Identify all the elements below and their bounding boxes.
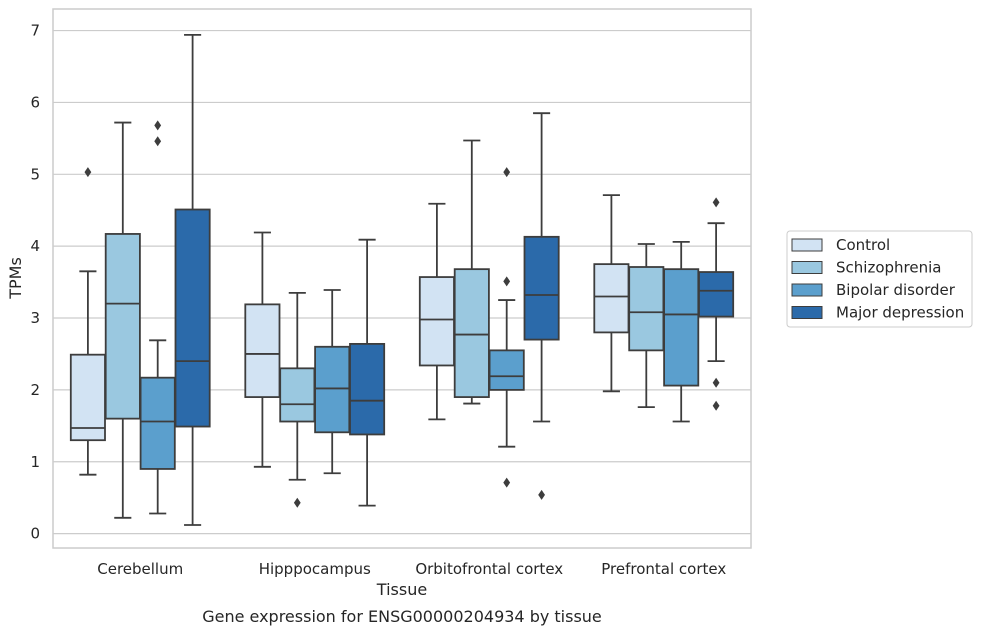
box-0-1 — [104, 121, 141, 519]
box-iqr — [69, 353, 106, 442]
x-tick-label: Cerebellum — [97, 560, 183, 578]
box-iqr — [593, 263, 630, 334]
box-1-1 — [279, 291, 316, 508]
outlier-point — [154, 136, 162, 147]
y-tick-label-2: 2 — [30, 381, 40, 399]
box-iqr — [418, 276, 455, 367]
legend-swatch-3 — [791, 306, 823, 319]
y-tick-label-1: 1 — [30, 453, 40, 471]
legend-swatch-1 — [791, 261, 823, 274]
y-tick-label-7: 7 — [30, 22, 40, 40]
x-tick-label: Hipppocampus — [259, 560, 371, 578]
box-iqr — [139, 376, 176, 470]
box-2-3 — [523, 112, 560, 500]
box-0-0 — [69, 167, 106, 476]
x-axis-ticks: Cerebellum Hipppocampus Orbitofrontal cort… — [97, 560, 726, 578]
box-1-0 — [244, 231, 281, 468]
box-2-2 — [488, 167, 525, 488]
x-tick-label: Orbitofrontal cortex — [415, 560, 563, 578]
box-iqr — [314, 345, 351, 434]
box-iqr — [628, 266, 665, 352]
legend-label-3: Major depression — [836, 304, 964, 322]
box-3-2 — [663, 240, 700, 423]
box-iqr — [244, 303, 281, 398]
outlier-point — [712, 400, 720, 411]
outlier-point — [293, 497, 301, 508]
box-3-1 — [628, 243, 665, 409]
box-iqr — [453, 268, 490, 398]
box-iqr — [523, 235, 560, 341]
outlier-point — [712, 197, 720, 208]
y-axis-ticks: 0 1 2 3 4 5 6 7 — [30, 22, 40, 543]
box-iqr — [104, 233, 141, 420]
y-tick-label-5: 5 — [30, 165, 40, 183]
legend-frame — [786, 230, 973, 328]
outlier-point — [154, 120, 162, 131]
box-0-2 — [139, 120, 176, 515]
box-iqr — [663, 268, 700, 387]
box-0-3 — [174, 33, 211, 526]
x-tick-label: Prefrontal cortex — [601, 560, 726, 578]
y-tick-label-0: 0 — [30, 525, 40, 543]
legend-label-2: Bipolar disorder — [836, 281, 956, 299]
y-tick-label-4: 4 — [30, 237, 40, 255]
chart-caption: Gene expression for ENSG00000204934 by t… — [202, 607, 602, 626]
box-iqr — [279, 367, 316, 423]
outlier-point — [538, 489, 545, 500]
plot-frame — [52, 8, 752, 549]
y-tick-label-6: 6 — [30, 93, 40, 111]
box-1-3 — [349, 238, 386, 507]
box-iqr — [174, 208, 211, 428]
legend: Control Schizophrenia Bipolar disorder Majo… — [786, 230, 973, 328]
box-plots — [69, 33, 735, 526]
y-tick-label-3: 3 — [30, 309, 40, 327]
outlier-point — [503, 167, 511, 178]
outlier-point — [503, 276, 511, 287]
legend-swatch-2 — [791, 283, 823, 297]
y-axis-label: TPMs — [6, 257, 25, 300]
box-2-1 — [453, 139, 490, 405]
legend-swatch-0 — [791, 238, 823, 252]
x-axis-label: Tissue — [376, 580, 427, 599]
box-3-3 — [698, 197, 735, 411]
box-iqr — [488, 349, 525, 391]
legend-label-1: Schizophrenia — [836, 259, 941, 277]
box-2-0 — [418, 202, 455, 421]
box-iqr — [698, 271, 735, 318]
outlier-point — [503, 477, 511, 488]
outlier-point — [712, 377, 720, 388]
box-iqr — [349, 342, 386, 436]
outlier-point — [84, 167, 92, 178]
legend-label-0: Control — [836, 236, 890, 254]
box-1-2 — [314, 289, 351, 475]
